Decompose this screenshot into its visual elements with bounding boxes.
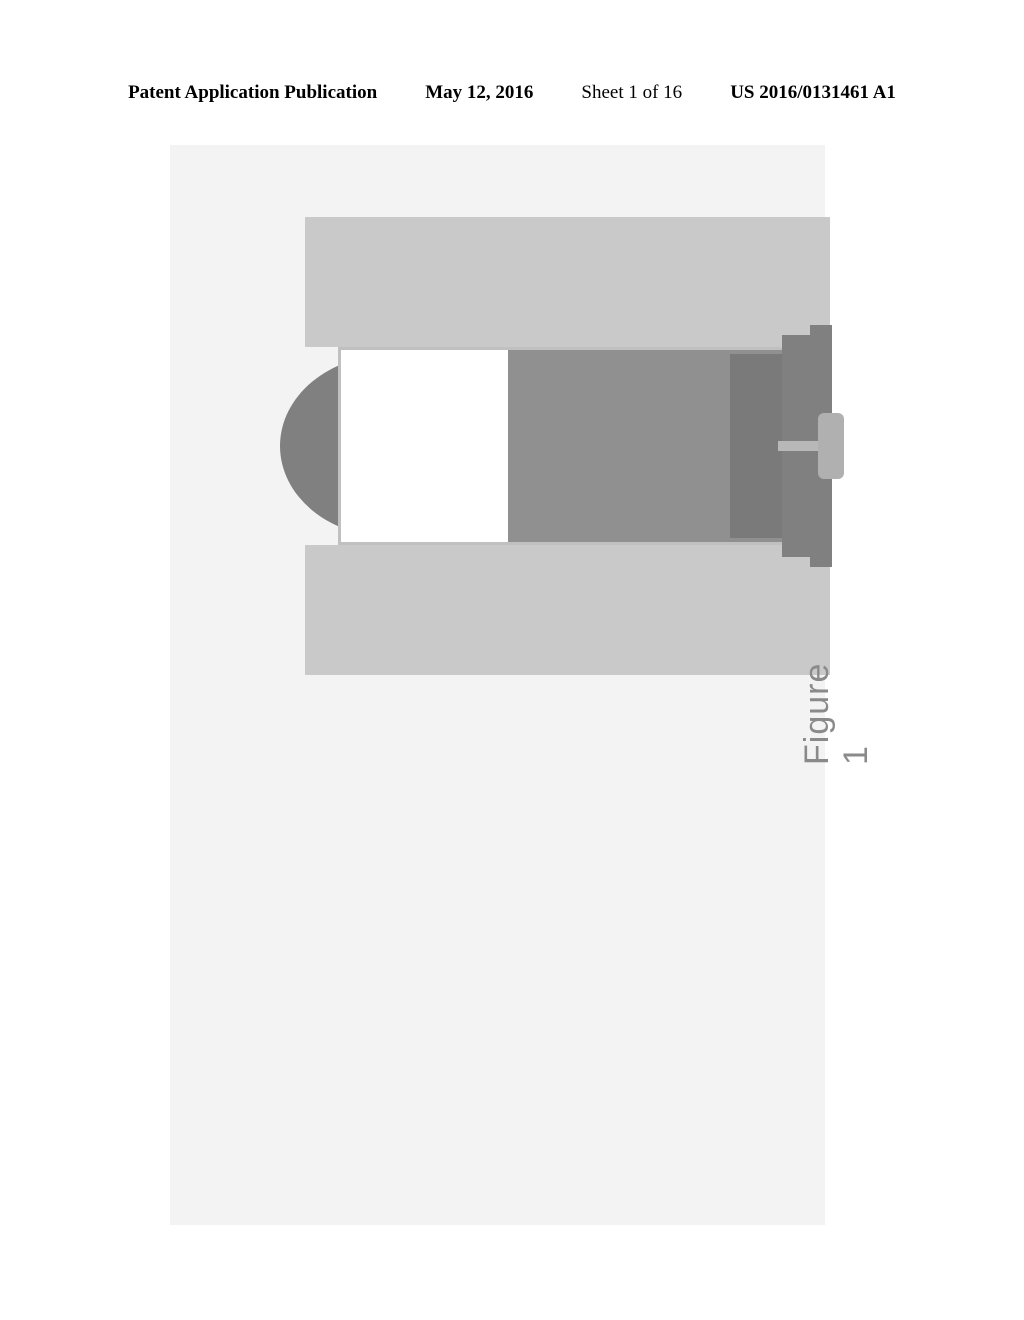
- publication-number: US 2016/0131461 A1: [730, 82, 896, 104]
- sheet-number: Sheet 1 of 16: [581, 82, 682, 104]
- publication-label: Patent Application Publication: [128, 82, 377, 104]
- figure-caption: Figure 1: [798, 663, 876, 765]
- flash-hole: [778, 441, 820, 451]
- barrel-wall-upper: [305, 217, 830, 347]
- barrel-wall-lower: [305, 545, 830, 675]
- figure-1: Figure 1: [170, 145, 825, 1225]
- publication-date: May 12, 2016: [425, 82, 533, 104]
- page-header: Patent Application Publication May 12, 2…: [0, 82, 1024, 104]
- primer: [818, 413, 844, 479]
